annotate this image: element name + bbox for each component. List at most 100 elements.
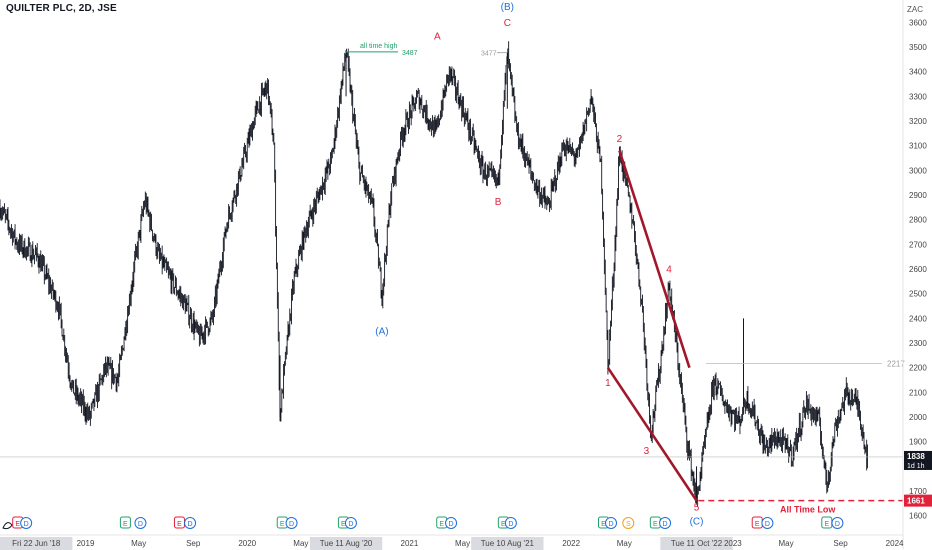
event-icon-letter: D [663,521,668,528]
split-icon[interactable]: S [622,517,635,529]
dividend-icon[interactable]: D [831,517,844,529]
price-tick-label: 3200 [909,117,927,126]
wave-label: C [504,18,511,29]
time-tick-label: 2022 [562,539,580,548]
event-icon-letter: S [626,521,631,528]
time-tick-label: 2024 [886,539,904,548]
dividend-icon[interactable]: D [184,517,197,529]
event-icon-letter: D [188,521,193,528]
time-crosshair-tag [309,537,383,550]
earnings-icon[interactable]: E [173,516,185,529]
price-tick-label: 1600 [909,512,927,521]
dividend-icon[interactable]: D [344,517,357,529]
price-tick-label: 3600 [909,18,927,27]
currency-label: ZAC [907,5,923,14]
level-2217-label: 2217 [887,359,905,368]
event-icon-letter: E [280,521,285,528]
wave-label: 5 [694,503,700,514]
earnings-icon-frame [119,516,131,529]
time-tick-label: 2021 [401,539,419,548]
price-tick-label: 2500 [909,290,927,299]
time-tick-label: Tue 11 Aug '20 [320,539,373,548]
dividend-icon-frame [831,517,844,529]
dividend-icon-frame [285,517,298,529]
dividend-icon[interactable]: D [605,517,618,529]
dividend-icon-frame [659,517,672,529]
time-tick-label: Tue 11 Oct '22 [671,539,723,548]
wave-label: 3 [644,446,650,457]
price-tick-label: 2800 [909,216,927,225]
dividend-icon[interactable]: D [445,517,458,529]
event-icon-letter: E [439,521,444,528]
dividend-icon-frame [134,517,147,529]
peak-b-value: 3477 [481,51,497,58]
price-tick-label: 3500 [909,43,927,52]
time-axis: Fri 22 Jun '18 2019 May Sep 2020 May Tue 11 Au… [0,522,904,550]
event-icon-letter: D [508,521,513,528]
ath-value: 3487 [402,50,418,57]
last-price-tag [904,450,932,470]
wave-label: (A) [375,326,388,337]
dividend-icon[interactable]: D [134,517,147,529]
last-price-countdown: 1d 1h [907,463,925,470]
event-icon-letter: D [765,521,770,528]
price-tick-label: 2700 [909,240,927,249]
atl-price-value: 1661 [907,497,925,506]
time-tick-label: Sep [833,539,848,548]
wave-channel-line [606,366,698,502]
price-tick-label: 2100 [909,388,927,397]
price-tick-label: 2900 [909,191,927,200]
event-icon-letter: D [348,521,353,528]
time-tick-label: May [778,539,793,548]
dividend-icon-frame [344,517,357,529]
earnings-icon[interactable]: E [821,516,833,529]
time-crosshair-tag [0,537,73,550]
time-crosshair-tag [660,537,733,550]
all-time-low-label: All Time Low [780,505,836,515]
dividend-icon-frame [184,517,197,529]
price-tick-label: 2400 [909,314,927,323]
dividend-icon[interactable]: D [20,517,33,529]
price-tick-label: 1900 [909,438,927,447]
earnings-icon[interactable]: E [649,516,661,529]
time-tick-label: Sep [186,539,201,548]
event-icon-letter: E [177,521,182,528]
event-icon-letter: E [123,521,128,528]
wave-label: 2 [617,134,623,145]
price-tick-label: 3400 [909,68,927,77]
earnings-icon[interactable]: E [119,516,131,529]
wave-label: (C) [690,516,704,527]
annotation-layer: 2217 All Time Low all time high 3487 3477 A B C… [0,2,905,527]
dividend-icon[interactable]: D [285,517,298,529]
event-icon-letter: D [138,521,143,528]
time-tick-label: Tue 10 Aug '21 [481,539,535,548]
event-icon-letter: E [15,521,20,528]
earnings-icon[interactable]: E [751,516,763,529]
time-tick-label: May [131,539,146,548]
time-tick-label: May [455,539,470,548]
event-icon-letter: E [755,521,760,528]
time-crosshair-tag [471,537,544,550]
price-tick-label: 3100 [909,142,927,151]
event-icon-letter: E [501,521,506,528]
dividend-icon-frame [605,517,618,529]
price-tick-label: 2200 [909,364,927,373]
price-tick-label: 1700 [909,487,927,496]
event-icon-letter: D [24,521,29,528]
price-axis: 1600170018001900200021002200230024002500… [902,0,932,550]
time-tick-label: May [293,539,308,548]
dividend-icon-frame [445,517,458,529]
price-tick-label: 3300 [909,92,927,101]
dividend-icon[interactable]: D [504,517,517,529]
time-tick-label: Fri 22 Jun '18 [12,539,61,548]
dividend-icon-frame [504,517,517,529]
wave-label: 4 [666,265,672,276]
event-icon-letter: D [835,521,840,528]
time-tick-label: 2023 [724,539,742,548]
dividend-icon[interactable]: D [761,517,774,529]
time-tick-label: 2020 [238,539,256,548]
dividend-icon[interactable]: D [659,517,672,529]
wave-label: (B) [501,2,514,13]
